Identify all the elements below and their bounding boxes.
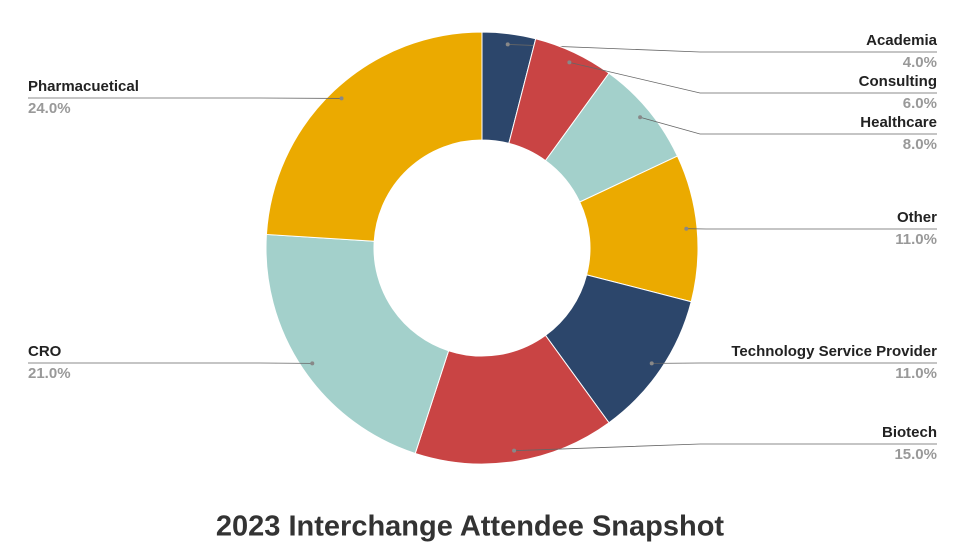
slice-label: Healthcare: [860, 114, 937, 131]
leader-line: [514, 443, 937, 452]
slice-label: Pharmacuetical: [28, 78, 139, 95]
leader-dot: [567, 60, 572, 65]
leader-line: [640, 116, 937, 135]
slice-value-label: 24.0%: [28, 100, 71, 117]
leader-dot: [512, 448, 517, 453]
slice-label: Technology Service Provider: [731, 343, 937, 360]
chart-title: 2023 Interchange Attendee Snapshot: [216, 511, 725, 543]
slice-value-label: 4.0%: [903, 54, 937, 71]
donut-slice: [414, 334, 610, 465]
slice-label: Consulting: [859, 73, 937, 90]
leader-dot: [684, 226, 689, 231]
slice-value-label: 11.0%: [895, 365, 937, 382]
slice-label: Biotech: [882, 424, 937, 441]
slice-value-label: 21.0%: [28, 365, 71, 382]
slice-value-label: 15.0%: [894, 446, 937, 463]
leader-line: [569, 61, 937, 94]
slice-value-label: 11.0%: [895, 231, 937, 248]
leader-line: [507, 44, 937, 53]
leader-dot: [638, 115, 643, 120]
leader-dot: [339, 96, 344, 101]
slice-label: Academia: [866, 32, 938, 49]
donut-slice: [265, 31, 483, 242]
leader-dot: [649, 361, 654, 366]
leader-dot: [505, 42, 510, 47]
donut-slice: [265, 233, 450, 455]
slice-label: Other: [897, 209, 937, 226]
slice-label: CRO: [28, 343, 62, 360]
slice-value-label: 6.0%: [903, 95, 937, 112]
leader-dot: [310, 361, 315, 366]
slice-value-label: 8.0%: [903, 136, 937, 153]
